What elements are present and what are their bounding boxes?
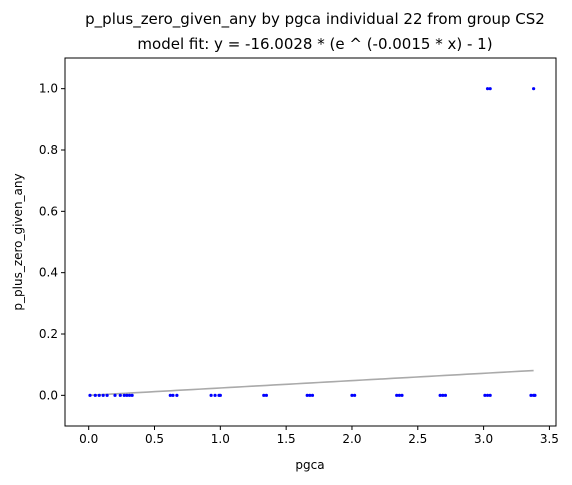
y-tick-label: 0.4 — [39, 266, 58, 280]
y-tick-label: 0.6 — [39, 204, 58, 218]
x-tick-label: 2.5 — [408, 432, 427, 446]
chart-title: p_plus_zero_given_any by pgca individual… — [85, 10, 545, 29]
y-tick-label: 0.8 — [39, 143, 58, 157]
data-point — [485, 393, 490, 397]
data-point — [438, 393, 442, 397]
data-point — [488, 393, 492, 397]
data-point — [218, 393, 222, 397]
x-tick-label: 0.5 — [145, 432, 164, 446]
data-point — [105, 393, 109, 397]
data-point — [485, 87, 490, 91]
data-point — [101, 393, 105, 397]
data-point — [397, 393, 401, 397]
y-tick-label: 1.0 — [39, 82, 58, 96]
data-point — [532, 87, 536, 91]
x-tick-label: 3.0 — [474, 432, 493, 446]
data-point — [93, 393, 97, 397]
data-point — [308, 393, 312, 397]
y-tick-label: 0.2 — [39, 327, 58, 341]
data-point — [395, 393, 399, 397]
data-point — [533, 393, 537, 397]
data-point — [171, 393, 175, 397]
data-point — [305, 393, 309, 397]
plot-area: 0.0 0.5 1.0 1.5 2.0 2.5 3.0 3.5 0.0 0.2 0.4 0.6 0.8 1… — [39, 82, 559, 446]
data-point — [175, 393, 179, 397]
data-point — [310, 393, 315, 397]
data-point — [529, 393, 533, 397]
data-point — [127, 393, 132, 397]
x-tick-label: 1.5 — [277, 432, 296, 446]
data-point — [400, 393, 404, 397]
x-tick-label: 3.5 — [540, 432, 559, 446]
data-point — [168, 393, 172, 397]
fit-line — [88, 369, 534, 397]
data-point — [441, 393, 445, 397]
data-point — [118, 393, 122, 397]
data-point — [97, 393, 101, 397]
x-tick-label: 1.0 — [211, 432, 230, 446]
plot-frame — [64, 57, 557, 427]
data-point — [488, 87, 492, 91]
data-point — [130, 393, 134, 397]
x-tick-label: 0.0 — [79, 432, 98, 446]
data-point — [483, 393, 487, 397]
data-point — [125, 393, 129, 397]
x-tick-label: 2.0 — [342, 432, 361, 446]
y-axis-label: p_plus_zero_given_any — [11, 173, 25, 310]
data-point — [122, 393, 126, 397]
data-point — [209, 393, 213, 397]
data-point — [353, 393, 357, 397]
data-point — [264, 393, 268, 397]
data-point — [350, 393, 354, 397]
chart-subtitle: model fit: y = -16.0028 * (e ^ (-0.0015 … — [137, 35, 492, 53]
data-point — [113, 393, 117, 397]
data-point — [262, 393, 266, 397]
data-point — [88, 393, 92, 397]
data-point — [443, 393, 448, 397]
x-axis-label: pgca — [295, 458, 324, 472]
data-point — [213, 393, 217, 397]
y-tick-label: 0.0 — [39, 388, 58, 402]
